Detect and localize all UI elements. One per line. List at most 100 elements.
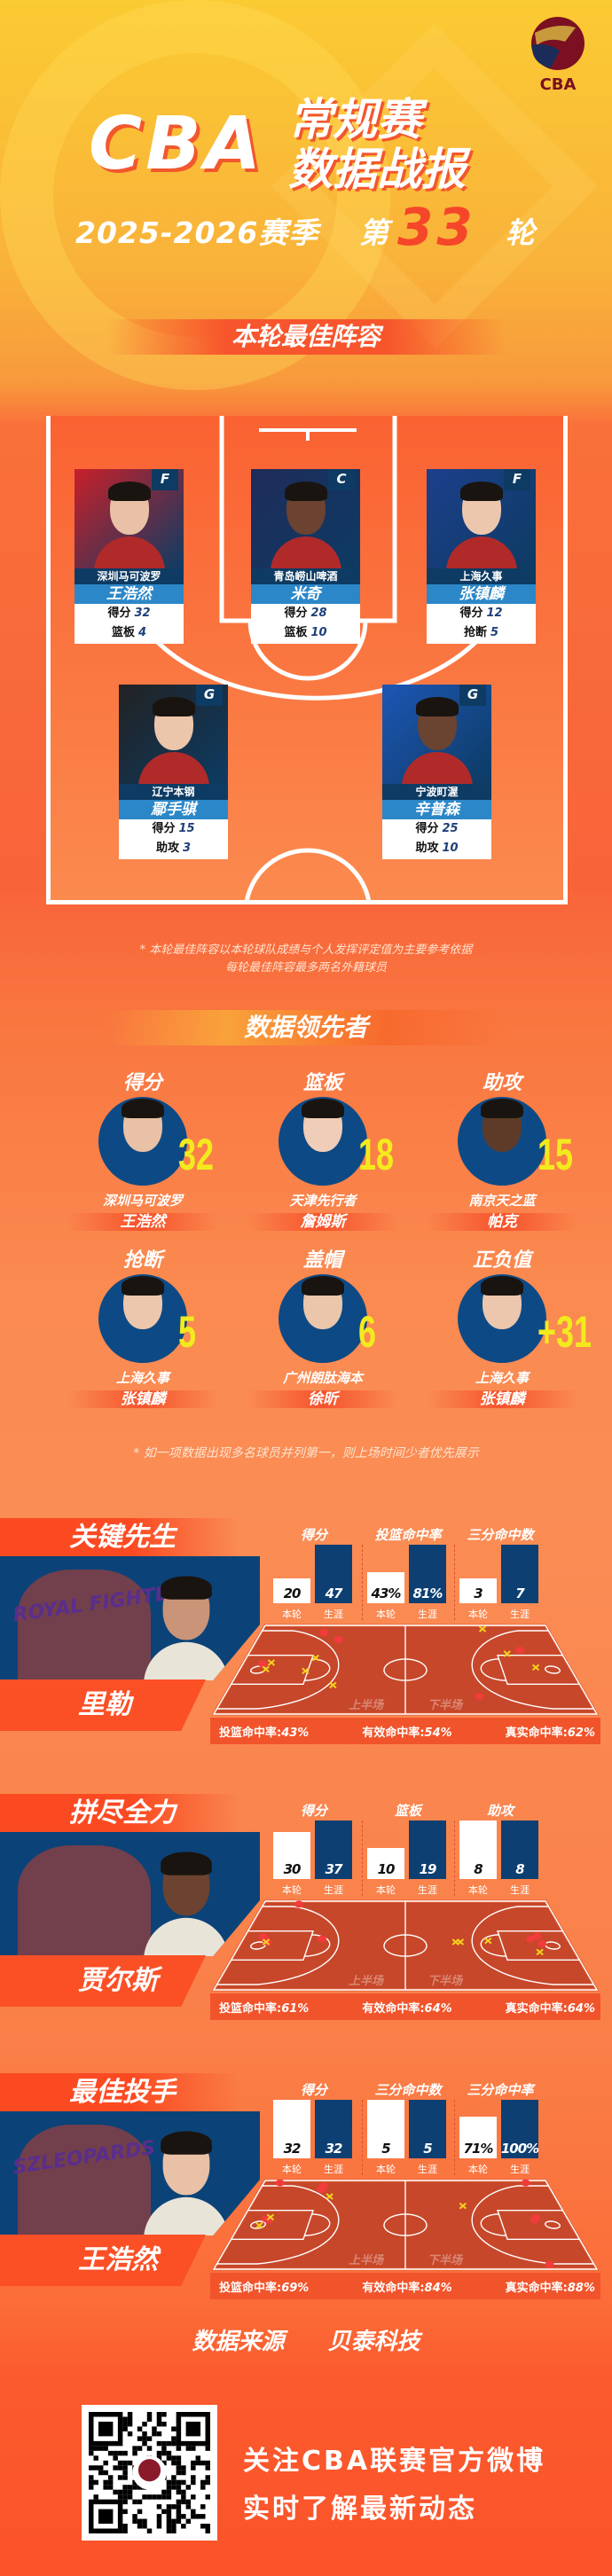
leader-avatar <box>279 1097 367 1186</box>
divider <box>362 1545 363 1620</box>
follow-text-1: 关注CBA联赛官方微博 <box>243 2446 546 2477</box>
career-label: 生涯 <box>418 1884 437 1896</box>
player-stat: 得分 28 <box>251 604 360 623</box>
career-bar: 19 <box>409 1820 446 1879</box>
summary-value: 88% <box>567 2281 595 2295</box>
summary-label: 真实命中率: <box>505 1726 568 1740</box>
round-label: 本轮 <box>282 1609 302 1620</box>
second-half-label: 下半场 <box>428 2253 464 2267</box>
shooting-summary: 投篮命中率:43% 有效命中率:54% 真实命中率:62% <box>210 1718 600 1744</box>
leader-category: 篮板 <box>302 1072 342 1094</box>
made-shot-marker <box>294 1900 304 1908</box>
player-hair <box>481 1276 523 1296</box>
player-jersey <box>93 536 165 568</box>
player-photo <box>107 1274 178 1363</box>
first-half-label: 上半场 <box>349 1698 385 1712</box>
second-half-label: 下半场 <box>428 1698 464 1712</box>
stat-label: 助攻 <box>155 842 179 855</box>
three-point-line <box>471 2185 594 2265</box>
player-team: 上海久事 <box>427 568 536 584</box>
three-point-line <box>216 1630 340 1710</box>
summary-item: 有效命中率:64% <box>362 1999 451 2016</box>
stat-label: 得分 <box>415 822 439 835</box>
round-label: 本轮 <box>282 2164 302 2175</box>
career-label: 生涯 <box>510 2164 530 2175</box>
made-shot-marker <box>521 2179 530 2187</box>
made-shot-marker <box>319 1629 329 1636</box>
player-photo <box>287 1274 358 1363</box>
summary-item: 投篮命中率:61% <box>219 1999 309 2016</box>
summary-label: 投篮命中率: <box>219 1726 282 1740</box>
paint <box>497 1930 580 1961</box>
stat-group-label: 助攻 <box>486 1803 514 1819</box>
three-point-line <box>216 2185 340 2265</box>
three-point-line <box>471 1630 594 1710</box>
paint <box>231 2210 314 2241</box>
weibo-qr-code[interactable] <box>82 2405 217 2541</box>
made-shot-marker <box>545 2260 554 2268</box>
leader-name: 张镇麟 <box>427 1390 577 1408</box>
lineup-player-card[interactable]: C 青岛崂山啤酒 米奇 得分 28 篮板 10 <box>251 469 360 644</box>
player-photo <box>93 480 165 568</box>
stat-value: 32 <box>134 607 151 620</box>
stat-label: 得分 <box>107 607 131 620</box>
career-label: 生涯 <box>510 1884 530 1896</box>
round-bar: 43% <box>367 1571 404 1603</box>
player-name: 张镇麟 <box>427 584 536 604</box>
leader-team: 天津先行者 <box>289 1193 357 1209</box>
missed-shot-marker <box>311 1654 319 1662</box>
player-photo-area: G <box>382 685 491 784</box>
center-circle <box>383 1934 428 1957</box>
lineup-player-card[interactable]: G 宁波町渥 辛普森 得分 25 助攻 10 <box>382 685 491 859</box>
player-team: 青岛崂山啤酒 <box>251 568 360 584</box>
summary-value: 62% <box>567 1726 595 1740</box>
round-bar: 5 <box>367 2100 404 2158</box>
player-hair <box>302 1276 344 1296</box>
highlight-section: 最佳投手 SZLEOPARDS 王浩然 得分 32 32 本轮 生涯 三分命中数 5 5 本轮 生涯 三分… <box>0 2073 612 2339</box>
made-shot-marker <box>275 2179 285 2187</box>
title-cba: CBA <box>89 102 265 186</box>
player-hair <box>161 1852 212 1875</box>
highlight-section: 拼尽全力 贾尔斯 得分 30 37 本轮 生涯 篮板 10 19 本轮 生涯 助攻 8 8 本轮 生涯 上半场 下半… <box>0 1794 612 2060</box>
made-shot-marker <box>318 1935 327 1943</box>
missed-shot-marker <box>255 2221 263 2229</box>
lineup-note-1: * 本轮最佳阵容以本轮球队成绩与个人发挥评定值为主要参考依据 <box>139 943 473 957</box>
stat-group-label: 三分命中率 <box>467 2082 534 2098</box>
stat-value: 15 <box>178 822 195 835</box>
career-bar: 47 <box>315 1545 352 1603</box>
career-label: 生涯 <box>418 1609 437 1620</box>
missed-shot-marker <box>262 1665 270 1673</box>
round-label: 本轮 <box>376 2164 396 2175</box>
shot-chart: 上半场 下半场 <box>211 1624 600 1716</box>
free-throw-circle <box>304 1658 331 1681</box>
lineup-player-card[interactable]: F 深圳马可波罗 王浩然 得分 32 篮板 4 <box>75 469 184 644</box>
divider <box>454 1820 455 1896</box>
stat-value: 25 <box>442 822 459 835</box>
round-bar: 20 <box>273 1578 310 1603</box>
leader-category: 正负值 <box>472 1249 531 1272</box>
career-bar: 7 <box>501 1545 538 1603</box>
player-stat: 篮板 4 <box>75 623 184 643</box>
leader-team: 南京天之蓝 <box>468 1193 536 1209</box>
player-name: 鄢手骐 <box>119 800 228 819</box>
career-bar: 5 <box>409 2100 446 2158</box>
round-bar: 10 <box>367 1848 404 1879</box>
lineup-player-card[interactable]: G 辽宁本钢 鄢手骐 得分 15 助攻 3 <box>119 685 228 859</box>
lineup-player-card[interactable]: F 上海久事 张镇麟 得分 12 抢断 5 <box>427 469 536 644</box>
career-label: 生涯 <box>324 2164 343 2175</box>
made-shot-marker <box>532 1932 542 1940</box>
shooting-summary: 投篮命中率:69% 有效命中率:84% 真实命中率:88% <box>210 2273 600 2299</box>
position-badge: G <box>196 685 223 706</box>
player-jersey <box>137 752 209 784</box>
player-hair <box>415 697 459 716</box>
lineup-note-2: 每轮最佳阵容最多两名外籍球员 <box>224 961 387 975</box>
player-jersey <box>445 536 517 568</box>
summary-label: 投篮命中率: <box>219 2001 282 2016</box>
free-throw-circle <box>480 1658 506 1681</box>
round-label: 本轮 <box>376 1884 396 1896</box>
highlight-title: 最佳投手 <box>0 2073 239 2112</box>
divider <box>454 1545 455 1620</box>
player-hair <box>107 482 151 501</box>
player-jersey <box>270 536 341 568</box>
leader-avatar <box>98 1097 187 1186</box>
